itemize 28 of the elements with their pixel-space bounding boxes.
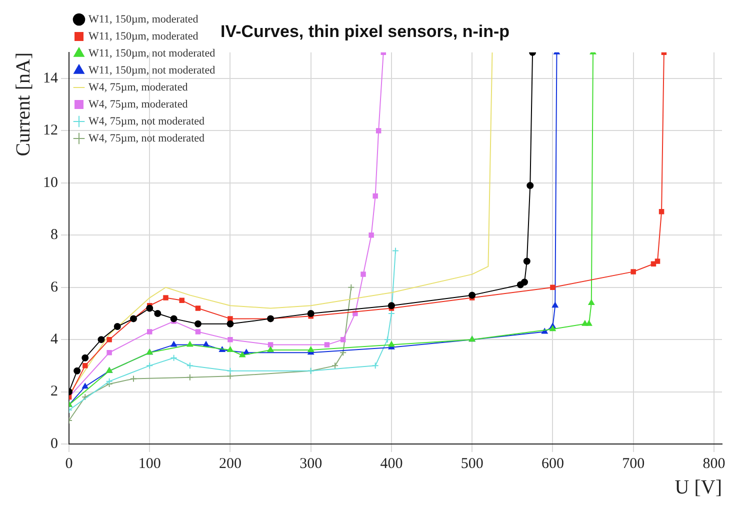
y-tick-label: 12	[43, 122, 58, 139]
x-tick-label: 300	[300, 456, 322, 472]
legend-label: W11, 150µm, not moderated	[88, 64, 216, 76]
y-tick-label: 8	[50, 227, 58, 244]
legend-label: W4, 75µm, moderated	[88, 98, 188, 110]
legend-label: W11, 150µm, moderated	[88, 13, 199, 26]
y-tick-label: 10	[43, 174, 58, 191]
y-tick-label: 0	[50, 436, 58, 452]
y-tick-label: 6	[50, 279, 58, 296]
x-tick-label: 500	[460, 456, 484, 472]
y-tick-label: 2	[50, 384, 58, 400]
x-tick-label: 700	[622, 456, 645, 472]
legend-label: W4, 75µm, not moderated	[88, 132, 206, 144]
y-tick-label: 14	[43, 70, 58, 86]
x-axis-title: U [V]	[674, 476, 722, 498]
y-tick-label: 4	[50, 332, 58, 348]
x-tick-label: 200	[218, 456, 242, 472]
x-tick-label: 400	[380, 456, 403, 472]
x-tick-label: 100	[138, 456, 161, 472]
x-tick-label: 800	[702, 456, 726, 472]
x-tick-label: 600	[541, 456, 564, 472]
x-tick-label: 0	[65, 456, 73, 472]
chart-title: IV-Curves, thin pixel sensors, n-in-p	[220, 22, 510, 41]
y-axis-title: Current [nA]	[12, 52, 34, 156]
legend-label: W11, 150µm, moderated	[88, 30, 199, 42]
legend-label: W4, 75µm, moderated	[88, 81, 188, 94]
legend-label: W4, 75µm, not moderated	[88, 115, 206, 128]
legend-label: W11, 150µm, not moderated	[88, 47, 216, 60]
